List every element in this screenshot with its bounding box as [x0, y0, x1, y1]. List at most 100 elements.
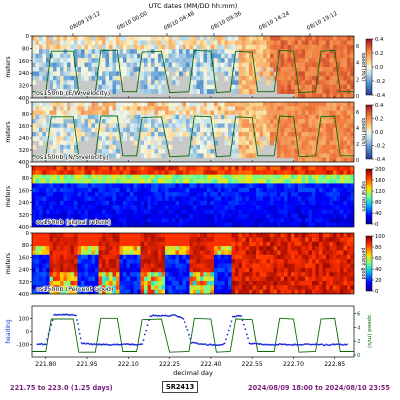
heatmap-cell	[189, 233, 194, 238]
heatmap-cell	[252, 246, 257, 251]
heatmap-cell	[347, 254, 351, 260]
heatmap-cell	[235, 289, 239, 294]
heatmap-cell	[294, 222, 299, 227]
heatmap-cell	[39, 289, 43, 294]
heatmap-cell	[189, 123, 194, 129]
heatmap-cell	[35, 237, 40, 243]
heatmap-cell	[340, 241, 344, 247]
heatmap-cell	[193, 241, 197, 247]
heatmap-cell	[102, 276, 106, 282]
heatmap-cell	[256, 44, 260, 50]
heatmap-cell	[165, 36, 169, 41]
heatmap-cell	[172, 102, 176, 107]
heatmap-cell	[158, 149, 162, 154]
heatmap-cell	[273, 276, 278, 282]
heatmap-cell	[42, 259, 47, 264]
heatmap-cell	[46, 49, 50, 55]
heatmap-cell	[74, 44, 78, 50]
heatmap-cell	[186, 200, 190, 206]
heatmap-cell	[35, 67, 40, 72]
heatmap-cell	[210, 183, 215, 189]
heatmap-cell	[81, 119, 85, 124]
heading-point	[104, 343, 106, 346]
heatmap-cell	[130, 119, 134, 124]
heatmap-cell	[280, 40, 285, 46]
heatmap-cell	[242, 75, 246, 81]
heatmap-cell	[53, 58, 57, 63]
heatmap-cell	[158, 36, 162, 41]
heatmap-cell	[301, 84, 306, 90]
heatmap-cell	[140, 222, 145, 227]
heatmap-cell	[350, 140, 354, 146]
heatmap-cell	[284, 67, 288, 72]
heatmap-cell	[158, 263, 162, 269]
heatmap-cell	[305, 276, 309, 282]
heatmap-cell	[196, 254, 201, 260]
heatmap-cell	[224, 213, 229, 219]
heatmap-cell	[77, 192, 82, 197]
heatmap-cell	[343, 166, 348, 171]
heatmap-cell	[35, 183, 40, 189]
heatmap-cell	[182, 263, 187, 269]
heading-point	[49, 329, 51, 331]
heatmap-cell	[270, 49, 274, 55]
heatmap-cell	[284, 144, 288, 150]
heatmap-cell	[119, 246, 124, 251]
heatmap-cell	[343, 233, 348, 238]
heatmap-cell	[77, 276, 82, 282]
heatmap-cell	[147, 170, 152, 176]
heatmap-cell	[242, 174, 246, 180]
heatmap-cell	[84, 71, 89, 77]
heatmap-cell	[231, 75, 236, 81]
heatmap-cell	[235, 170, 239, 176]
heatmap-cell	[266, 237, 271, 243]
heatmap-cell	[315, 119, 320, 124]
heatmap-cell	[165, 209, 169, 215]
heatmap-cell	[95, 53, 99, 59]
heatmap-cell	[60, 183, 64, 189]
heatmap-cell	[49, 53, 54, 59]
heatmap-cell	[182, 110, 187, 116]
heatmap-cell	[273, 114, 278, 120]
heatmap-cell	[322, 153, 327, 159]
heatmap-cell	[77, 114, 82, 120]
heatmap-cell	[39, 187, 43, 193]
heatmap-cell	[266, 62, 271, 68]
heatmap-cell	[140, 285, 145, 291]
heatmap-cell	[116, 80, 120, 86]
heatmap-cell	[280, 179, 285, 184]
heading-point	[47, 333, 50, 336]
heatmap-cell	[53, 196, 57, 202]
heatmap-cell	[172, 119, 176, 124]
heatmap-cell	[217, 289, 222, 294]
heatmap-cell	[263, 289, 267, 294]
heatmap-cell	[252, 144, 257, 150]
heatmap-cell	[172, 233, 176, 238]
heatmap-cell	[119, 289, 124, 294]
heatmap-cell	[123, 222, 127, 227]
heatmap-cell	[315, 276, 320, 282]
heatmap-cell	[172, 267, 176, 273]
heatmap-cell	[294, 200, 299, 206]
heading-point	[109, 344, 112, 346]
heatmap-cell	[294, 174, 299, 180]
heatmap-cell	[81, 246, 85, 251]
heatmap-cell	[347, 53, 351, 59]
heatmap-cell	[301, 62, 306, 68]
heatmap-cell	[70, 259, 75, 264]
heatmap-cell	[189, 62, 194, 68]
heatmap-cell	[112, 119, 117, 124]
heatmap-cell	[207, 58, 211, 63]
heatmap-cell	[263, 254, 267, 260]
heatmap-cell	[56, 166, 61, 171]
heatmap-cell	[249, 132, 253, 137]
heatmap-cell	[63, 209, 68, 215]
heatmap-cell	[161, 209, 166, 215]
heatmap-cell	[193, 183, 197, 189]
heatmap-cell	[221, 241, 225, 247]
heatmap-cell	[39, 241, 43, 247]
heatmap-cell	[63, 285, 68, 291]
heatmap-cell	[340, 174, 344, 180]
heatmap-cell	[256, 267, 260, 273]
heatmap-cell	[200, 263, 204, 269]
